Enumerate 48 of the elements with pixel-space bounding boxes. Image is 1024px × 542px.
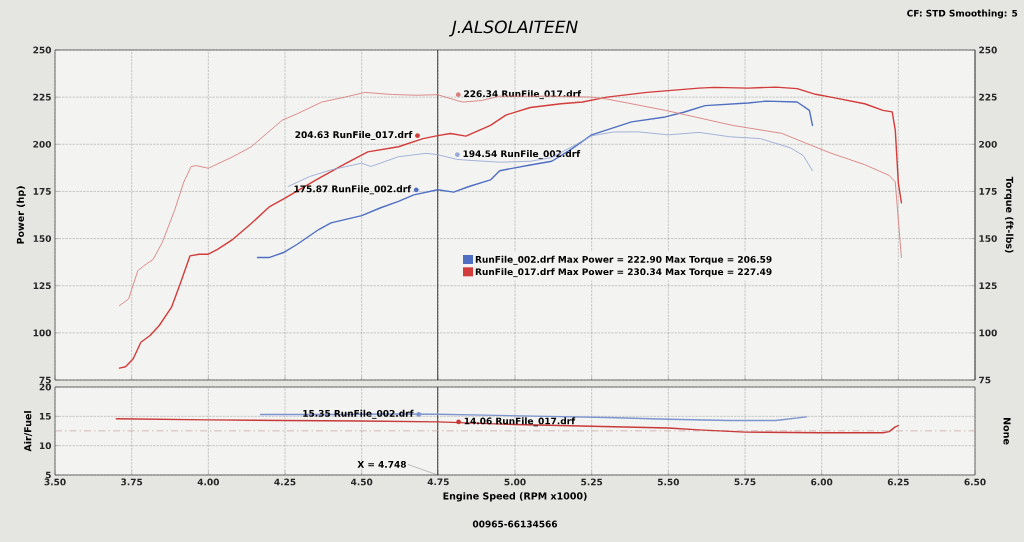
x-tick-label: 4.50 — [350, 478, 373, 486]
y2-tick-label: 250 — [979, 46, 997, 54]
y2-tick-label: 225 — [979, 93, 997, 101]
y-tick-label: 200 — [33, 140, 52, 148]
annotation: 204.63 RunFile_017.drf — [295, 131, 413, 141]
y2-tick-label: 125 — [979, 282, 997, 290]
y-tick-label: 100 — [33, 329, 52, 337]
text: 00965-66134566 — [472, 520, 558, 528]
x-tick-label: 4.25 — [274, 478, 296, 486]
legend-label: RunFile_017.drf Max Power = 230.34 Max Torque = 227.49 — [475, 268, 772, 278]
x-tick-label: 5.25 — [581, 478, 603, 486]
y2-tick-label: 200 — [979, 140, 997, 148]
y-tick-label: 225 — [33, 93, 51, 101]
y-tick-label: 10 — [39, 442, 52, 450]
y-tick-label: 175 — [33, 188, 51, 195]
chart-title: J.ALSOLAITEEN — [449, 20, 578, 37]
y-tick-label: 150 — [33, 235, 52, 242]
legend-label: RunFile_002.drf Max Power = 222.90 Max Torque = 206.59 — [475, 255, 772, 265]
x-tick-label: 5.00 — [504, 478, 526, 486]
y-tick-label: 5 — [45, 471, 51, 479]
y-axis-title: Air/Fuel — [23, 411, 33, 452]
annotation: 15.35 RunFile_002.drf — [303, 409, 414, 419]
x-tick-label: 4.75 — [427, 478, 449, 486]
y-tick-label: 20 — [39, 383, 52, 391]
text: CF: STD Smoothing: 5 — [907, 9, 1018, 19]
x-axis-title: Engine Speed (RPM x1000) — [443, 492, 587, 502]
y2-axis-title: None — [1003, 418, 1011, 445]
x-tick-label: 5.50 — [657, 478, 680, 486]
y-tick-label: 250 — [33, 46, 52, 54]
annotation: 226.34 RunFile_017.drf — [464, 90, 582, 100]
y2-axis-title: Torque (ft-lbs) — [1004, 176, 1014, 253]
y-tick-label: 15 — [39, 412, 51, 420]
x-tick-label: 4.00 — [197, 478, 220, 486]
x-tick-label: 6.25 — [887, 478, 909, 486]
y-tick-label: 125 — [33, 282, 51, 290]
x-tick-label: 6.50 — [964, 478, 986, 486]
x-tick-label: 6.00 — [811, 478, 833, 486]
y-axis-title: Power (hp) — [16, 186, 26, 244]
ref-line-label: X = 4.748 — [357, 460, 406, 468]
x-tick-label: 5.75 — [734, 478, 756, 486]
y2-tick-label: 175 — [979, 188, 997, 195]
x-tick-label: 3.75 — [121, 478, 143, 486]
x-tick-label: 3.50 — [44, 478, 66, 486]
annotation: 14.06 RunFile_017.drf — [464, 417, 576, 427]
y-tick-label: 75 — [39, 376, 51, 384]
y2-tick-label: 100 — [979, 329, 997, 337]
y2-tick-label: 150 — [979, 235, 997, 242]
y2-tick-label: 75 — [979, 376, 991, 384]
